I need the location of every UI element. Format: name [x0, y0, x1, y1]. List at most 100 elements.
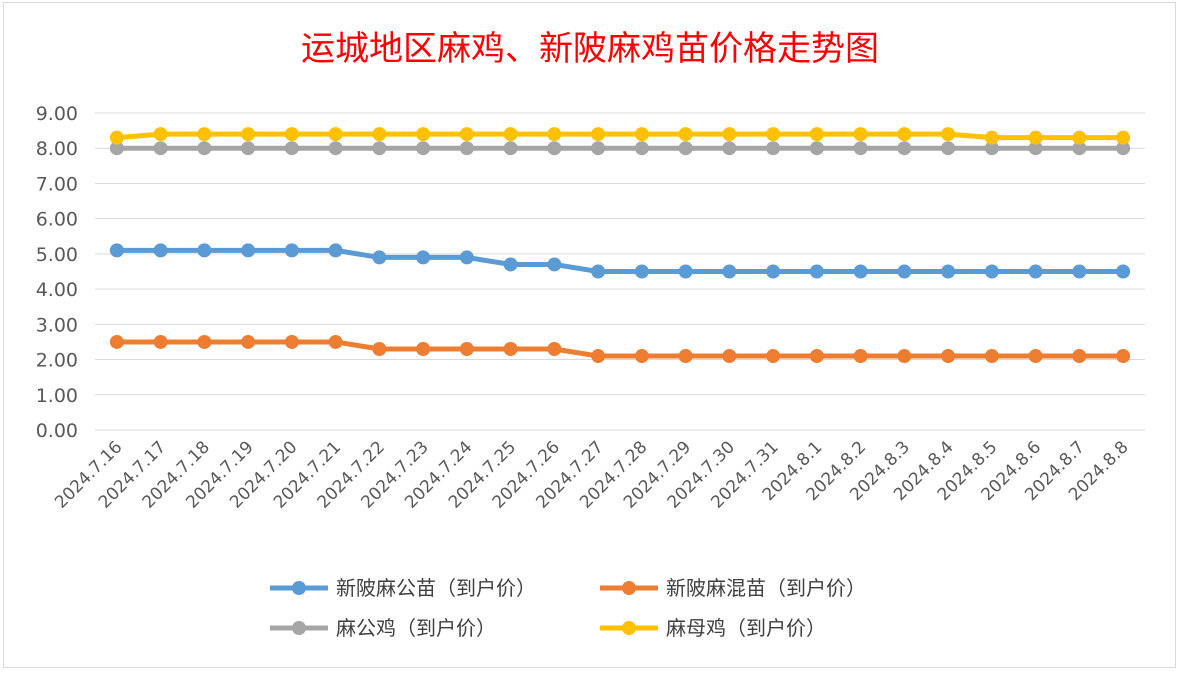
- y-tick-label: 2.00: [36, 350, 78, 372]
- data-point: [372, 141, 387, 156]
- data-point: [241, 334, 256, 349]
- legend-swatch-marker: [292, 621, 306, 635]
- data-point: [372, 341, 387, 356]
- data-point: [547, 141, 562, 156]
- data-point: [984, 349, 999, 364]
- data-point: [372, 127, 387, 142]
- data-point: [1116, 264, 1131, 279]
- series-line: [116, 247, 1124, 274]
- data-point: [109, 334, 124, 349]
- legend-label: 麻公鸡（到户价）: [336, 616, 496, 640]
- data-point: [722, 141, 737, 156]
- series-2: [109, 141, 1131, 156]
- data-point: [809, 264, 824, 279]
- data-point: [897, 264, 912, 279]
- y-tick-label: 0.00: [36, 420, 78, 442]
- data-point: [503, 341, 518, 356]
- data-point: [1028, 264, 1043, 279]
- data-point: [241, 141, 256, 156]
- data-point: [897, 127, 912, 142]
- series-line: [116, 131, 1124, 141]
- data-point: [678, 264, 693, 279]
- data-point: [547, 341, 562, 356]
- data-point: [1028, 349, 1043, 364]
- data-point: [809, 349, 824, 364]
- data-point: [853, 264, 868, 279]
- legend-label: 新陂麻混苗（到户价）: [666, 576, 866, 600]
- data-point: [459, 250, 474, 265]
- data-point: [678, 127, 693, 142]
- data-point: [634, 264, 649, 279]
- y-tick-label: 9.00: [36, 103, 78, 125]
- legend-swatch-marker: [622, 581, 636, 595]
- chart-title: 运城地区麻鸡、新陂麻鸡苗价格走势图: [301, 29, 879, 69]
- data-point: [941, 127, 956, 142]
- data-point: [984, 141, 999, 156]
- series-group: [109, 127, 1131, 364]
- data-point: [284, 141, 299, 156]
- data-point: [1116, 130, 1131, 145]
- data-point: [809, 141, 824, 156]
- data-point: [634, 349, 649, 364]
- data-point: [241, 127, 256, 142]
- data-point: [197, 243, 212, 258]
- x-axis-ticks: 2024.7.162024.7.172024.7.182024.7.192024…: [51, 437, 1133, 512]
- data-point: [416, 141, 431, 156]
- series-3: [109, 127, 1131, 145]
- data-point: [197, 127, 212, 142]
- data-point: [109, 130, 124, 145]
- y-tick-label: 1.00: [36, 385, 78, 407]
- data-point: [897, 349, 912, 364]
- data-point: [416, 341, 431, 356]
- data-point: [328, 243, 343, 258]
- data-point: [1116, 141, 1131, 156]
- data-point: [941, 264, 956, 279]
- data-point: [1072, 264, 1087, 279]
- data-point: [722, 349, 737, 364]
- y-tick-label: 8.00: [36, 138, 78, 160]
- data-point: [634, 127, 649, 142]
- legend: 新陂麻公苗（到户价） 新陂麻混苗（到户价） 麻公鸡（到户价） 麻母鸡（到户价）: [270, 576, 866, 640]
- legend-item: 麻母鸡（到户价）: [600, 616, 826, 640]
- data-point: [372, 250, 387, 265]
- data-point: [1072, 141, 1087, 156]
- y-tick-label: 3.00: [36, 314, 78, 336]
- data-point: [109, 243, 124, 258]
- data-point: [722, 264, 737, 279]
- data-point: [897, 141, 912, 156]
- series-line: [116, 339, 1124, 359]
- data-point: [241, 243, 256, 258]
- data-point: [109, 141, 124, 156]
- y-tick-label: 4.00: [36, 279, 78, 301]
- data-point: [853, 141, 868, 156]
- y-tick-label: 6.00: [36, 209, 78, 231]
- y-tick-label: 7.00: [36, 173, 78, 195]
- y-axis-ticks: 0.00 1.00 2.00 3.00 4.00 5.00 6.00 7.00 8.00 9.00: [36, 103, 78, 442]
- data-point: [328, 127, 343, 142]
- y-tick-label: 5.00: [36, 244, 78, 266]
- legend-label: 麻母鸡（到户价）: [666, 616, 826, 640]
- data-point: [416, 127, 431, 142]
- legend-item: 麻公鸡（到户价）: [270, 616, 496, 640]
- legend-item: 新陂麻公苗（到户价）: [270, 576, 536, 600]
- data-point: [153, 127, 168, 142]
- legend-swatch-marker: [292, 581, 306, 595]
- data-point: [1072, 130, 1087, 145]
- data-point: [416, 250, 431, 265]
- data-point: [766, 127, 781, 142]
- data-point: [503, 141, 518, 156]
- data-point: [503, 127, 518, 142]
- data-point: [941, 349, 956, 364]
- data-point: [984, 264, 999, 279]
- legend-item: 新陂麻混苗（到户价）: [600, 576, 866, 600]
- data-point: [153, 243, 168, 258]
- data-point: [1028, 141, 1043, 156]
- data-point: [766, 349, 781, 364]
- data-point: [941, 141, 956, 156]
- data-point: [1028, 130, 1043, 145]
- data-point: [766, 264, 781, 279]
- data-point: [591, 264, 606, 279]
- data-point: [678, 349, 693, 364]
- data-point: [328, 141, 343, 156]
